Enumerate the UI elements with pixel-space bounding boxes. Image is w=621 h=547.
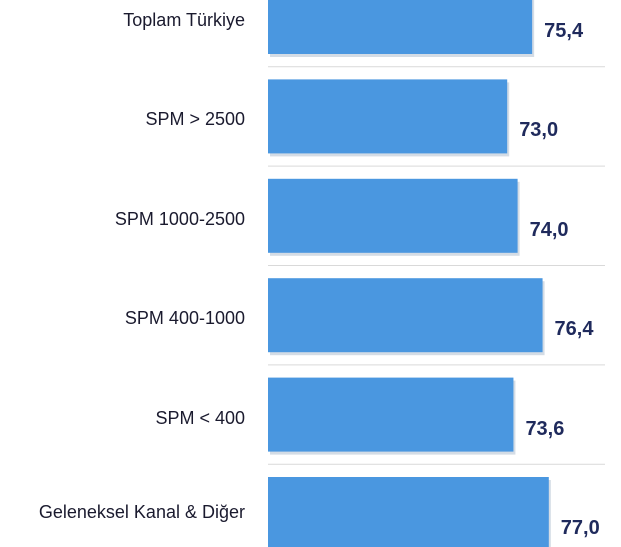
category-label-text: SPM < 400	[155, 407, 245, 428]
value-label-text: 74,0	[529, 218, 569, 241]
category-label-text: SPM 400-1000	[124, 308, 245, 329]
value-label-text: 73,0	[519, 119, 559, 142]
category-label: SPM 400-1000	[125, 278, 245, 358]
category-label: Toplam Türkiye	[123, 0, 245, 60]
value-label-text: 77,0	[560, 517, 600, 539]
value-label: 73,0	[519, 118, 558, 142]
bar	[268, 278, 543, 353]
category-label: SPM > 2500	[145, 79, 245, 159]
value-label: 77,0	[561, 516, 600, 540]
value-label: 76,4	[555, 317, 594, 341]
value-label: 75,4	[544, 19, 583, 43]
category-label-text: SPM > 2500	[145, 109, 245, 130]
category-label: SPM < 400	[155, 378, 245, 458]
bar	[268, 377, 514, 452]
category-label-text: Toplam Türkiye	[123, 10, 245, 30]
value-label: 74,0	[530, 218, 569, 242]
category-label-text: Geleneksel Kanal & Diğer	[38, 502, 245, 522]
bar	[268, 0, 533, 54]
category-label-text: SPM 1000-2500	[114, 208, 245, 229]
bar	[268, 79, 508, 154]
category-label: Geleneksel Kanal & Diğer	[39, 472, 245, 547]
value-label: 73,6	[525, 417, 564, 441]
bar	[268, 178, 518, 253]
value-label-text: 76,4	[554, 318, 594, 341]
value-label-text: 75,4	[544, 20, 584, 42]
category-label: SPM 1000-2500	[115, 179, 245, 259]
value-label-text: 73,6	[525, 417, 565, 440]
bar	[268, 477, 549, 547]
